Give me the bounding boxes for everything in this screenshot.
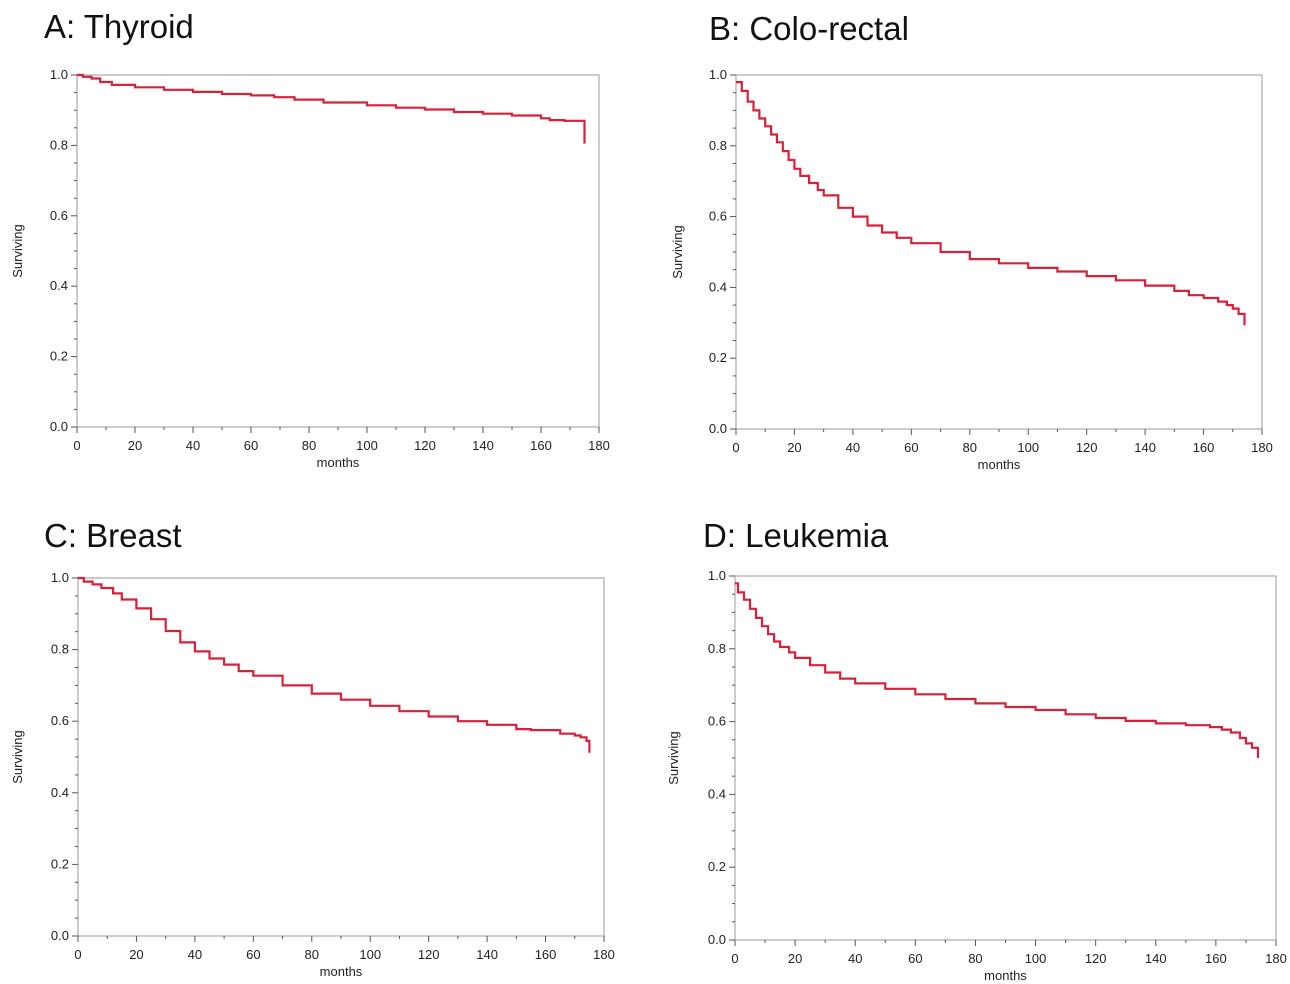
x-tick-label: 80 <box>305 947 319 962</box>
plot-frame <box>735 74 1263 430</box>
x-tick-label: 80 <box>963 440 977 455</box>
survival-curve <box>78 576 591 753</box>
x-tick-label: 0 <box>73 438 80 453</box>
x-tick-label: 140 <box>1145 951 1167 966</box>
survival-curve <box>735 582 1260 758</box>
x-tick-label: 60 <box>244 438 258 453</box>
y-tick-label: 0.0 <box>709 421 727 436</box>
x-tick-label: 80 <box>302 438 316 453</box>
y-tick-label: 0.0 <box>708 932 726 947</box>
y-tick-label: 0.6 <box>51 713 69 728</box>
chart-panel-d: 0.0 0.2 0.4 0.6 0.8 1.0 0 20 40 60 80 100 120 140 160 1… <box>666 568 1287 983</box>
x-tick-label: 140 <box>1134 440 1156 455</box>
y-tick-label: 0.2 <box>708 859 726 874</box>
x-tick-label: 160 <box>1193 440 1215 455</box>
chart-panel-c: 0.0 0.2 0.4 0.6 0.8 1.0 0 20 40 60 80 100 120 140 160 1… <box>10 570 615 979</box>
x-tick-label: 120 <box>1085 951 1107 966</box>
y-tick-label: 1.0 <box>50 67 68 82</box>
x-tick-label: 160 <box>535 947 557 962</box>
panel-title-d: D: Leukemia <box>703 517 889 554</box>
x-tick-label: 160 <box>1205 951 1227 966</box>
x-axis-label: months <box>984 968 1027 983</box>
x-tick-label: 60 <box>904 440 918 455</box>
x-tick-label: 20 <box>128 438 142 453</box>
y-tick-label: 0.2 <box>709 350 727 365</box>
x-tick-label: 20 <box>788 951 802 966</box>
x-tick-label: 0 <box>731 951 738 966</box>
x-tick-label: 40 <box>846 440 860 455</box>
y-axis-label: Surviving <box>666 731 681 784</box>
y-tick-label: 0.6 <box>709 209 727 224</box>
x-tick-label: 160 <box>530 438 552 453</box>
plot-frame <box>734 575 1277 941</box>
y-tick-label: 1.0 <box>709 67 727 82</box>
x-tick-label: 120 <box>418 947 440 962</box>
x-axis-label: months <box>320 964 363 979</box>
y-tick-label: 0.6 <box>50 208 68 223</box>
y-axis-label: Surviving <box>10 224 25 277</box>
x-tick-label: 40 <box>848 951 862 966</box>
x-tick-label: 140 <box>476 947 498 962</box>
x-tick-label: 60 <box>246 947 260 962</box>
y-axis-label: Surviving <box>10 730 25 783</box>
plot-frame <box>77 577 605 937</box>
x-tick-label: 180 <box>1265 951 1287 966</box>
x-tick-label: 0 <box>732 440 739 455</box>
y-tick-label: 0.4 <box>708 786 726 801</box>
panel-title-a: A: Thyroid <box>44 8 194 45</box>
x-tick-label: 100 <box>356 438 378 453</box>
plot-frame <box>76 74 600 428</box>
x-axis-label: months <box>978 457 1021 472</box>
y-tick-label: 0.2 <box>50 349 68 364</box>
x-tick-label: 120 <box>414 438 436 453</box>
y-tick-label: 0.0 <box>50 419 68 434</box>
x-tick-label: 0 <box>74 947 81 962</box>
y-tick-label: 0.4 <box>709 279 727 294</box>
y-tick-label: 0.8 <box>51 642 69 657</box>
x-tick-label: 40 <box>186 438 200 453</box>
survival-curve <box>736 81 1246 326</box>
x-tick-label: 80 <box>968 951 982 966</box>
y-tick-label: 0.4 <box>50 278 68 293</box>
y-tick-label: 0.8 <box>708 641 726 656</box>
y-tick-label: 0.8 <box>50 137 68 152</box>
panel-title-c: C: Breast <box>44 517 182 554</box>
x-axis-label: months <box>317 455 360 470</box>
panel-title-b: B: Colo-rectal <box>709 10 909 47</box>
x-tick-label: 100 <box>1025 951 1047 966</box>
y-tick-label: 0.8 <box>709 138 727 153</box>
x-tick-label: 100 <box>359 947 381 962</box>
x-tick-label: 180 <box>588 438 610 453</box>
y-tick-label: 1.0 <box>51 570 69 585</box>
x-tick-label: 100 <box>1017 440 1039 455</box>
x-tick-label: 40 <box>188 947 202 962</box>
y-tick-label: 0.6 <box>708 714 726 729</box>
y-tick-label: 0.4 <box>51 785 69 800</box>
y-axis-label: Surviving <box>670 225 685 278</box>
x-tick-label: 60 <box>908 951 922 966</box>
x-tick-label: 120 <box>1076 440 1098 455</box>
y-tick-label: 0.2 <box>51 856 69 871</box>
chart-panel-a: 0.0 0.2 0.4 0.6 0.8 1.0 0 20 40 60 80 100 120 140 160 1… <box>10 67 610 470</box>
chart-panel-b: 0.0 0.2 0.4 0.6 0.8 1.0 0 20 40 60 80 100 120 140 160 1… <box>670 67 1273 472</box>
x-tick-label: 140 <box>472 438 494 453</box>
y-tick-label: 1.0 <box>708 568 726 583</box>
x-tick-label: 180 <box>593 947 615 962</box>
survival-curve <box>77 73 586 144</box>
x-tick-label: 20 <box>787 440 801 455</box>
x-tick-label: 20 <box>129 947 143 962</box>
x-tick-label: 180 <box>1251 440 1273 455</box>
y-tick-label: 0.0 <box>51 928 69 943</box>
